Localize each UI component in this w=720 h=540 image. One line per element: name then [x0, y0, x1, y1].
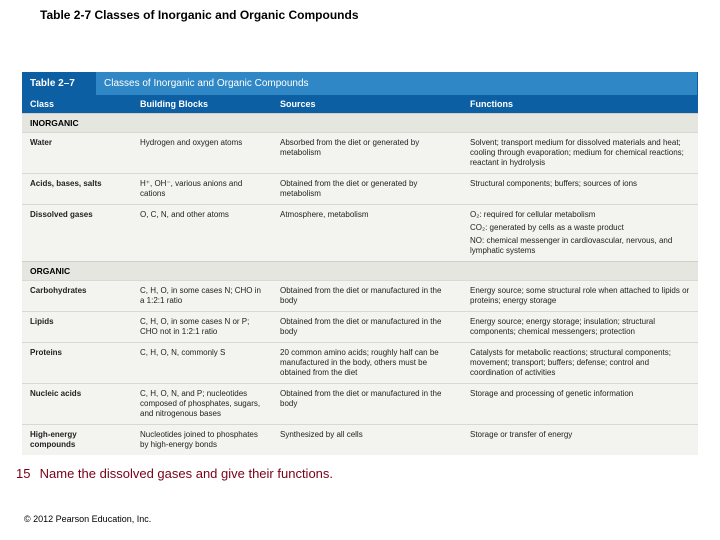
cell-blocks: C, H, O, N, and P; nucleotides composed …	[132, 384, 272, 424]
cell-functions: Energy source; energy storage; insulatio…	[462, 312, 698, 342]
cell-blocks: Hydrogen and oxygen atoms	[132, 133, 272, 173]
cell-class: Nucleic acids	[22, 384, 132, 424]
cell-blocks: C, H, O, N, commonly S	[132, 343, 272, 383]
column-headers: Class Building Blocks Sources Functions	[22, 95, 698, 113]
copyright: © 2012 Pearson Education, Inc.	[24, 514, 151, 524]
cell-class: Carbohydrates	[22, 281, 132, 311]
question-text: Name the dissolved gases and give their …	[40, 466, 333, 481]
cell-sources: Obtained from the diet or manufactured i…	[272, 281, 462, 311]
cell-functions: Storage or transfer of energy	[462, 425, 698, 455]
cell-blocks: Nucleotides joined to phosphates by high…	[132, 425, 272, 455]
col-class: Class	[22, 95, 132, 113]
cell-functions: O₂: required for cellular metabolism CO₂…	[462, 205, 698, 261]
cell-class: High-energy compounds	[22, 425, 132, 455]
cell-sources: Obtained from the diet or manufactured i…	[272, 312, 462, 342]
cell-sources: 20 common amino acids; roughly half can …	[272, 343, 462, 383]
cell-sources: Atmosphere, metabolism	[272, 205, 462, 261]
table-number: Table 2–7	[22, 72, 96, 95]
cell-blocks: C, H, O, in some cases N or P; CHO not i…	[132, 312, 272, 342]
cell-class: Water	[22, 133, 132, 173]
table-caption: Classes of Inorganic and Organic Compoun…	[96, 72, 698, 95]
col-functions: Functions	[462, 95, 698, 113]
cell-sources: Obtained from the diet or manufactured i…	[272, 384, 462, 424]
cell-sources: Absorbed from the diet or generated by m…	[272, 133, 462, 173]
cell-sources: Synthesized by all cells	[272, 425, 462, 455]
page-title: Table 2-7 Classes of Inorganic and Organ…	[40, 8, 359, 22]
table-row: Water Hydrogen and oxygen atoms Absorbed…	[22, 132, 698, 173]
cell-blocks: O, C, N, and other atoms	[132, 205, 272, 261]
question-number: 15	[16, 466, 36, 481]
table-row: Acids, bases, salts H⁺, OH⁻, various ani…	[22, 173, 698, 204]
cell-functions: Catalysts for metabolic reactions; struc…	[462, 343, 698, 383]
fn-line: NO: chemical messenger in cardiovascular…	[470, 236, 690, 256]
cell-sources: Obtained from the diet or generated by m…	[272, 174, 462, 204]
table-row: Nucleic acids C, H, O, N, and P; nucleot…	[22, 383, 698, 424]
table-row: High-energy compounds Nucleotides joined…	[22, 424, 698, 455]
fn-line: O₂: required for cellular metabolism	[470, 210, 595, 219]
cell-class: Dissolved gases	[22, 205, 132, 261]
cell-functions: Energy source; some structural role when…	[462, 281, 698, 311]
table-row: Carbohydrates C, H, O, in some cases N; …	[22, 280, 698, 311]
cell-blocks: C, H, O, in some cases N; CHO in a 1:2:1…	[132, 281, 272, 311]
table-row: Proteins C, H, O, N, commonly S 20 commo…	[22, 342, 698, 383]
cell-class: Lipids	[22, 312, 132, 342]
cell-class: Acids, bases, salts	[22, 174, 132, 204]
col-blocks: Building Blocks	[132, 95, 272, 113]
cell-class: Proteins	[22, 343, 132, 383]
question-line: 15 Name the dissolved gases and give the…	[16, 466, 333, 481]
section-organic: ORGANIC	[22, 261, 698, 280]
compounds-table: Table 2–7 Classes of Inorganic and Organ…	[22, 72, 698, 455]
cell-functions: Storage and processing of genetic inform…	[462, 384, 698, 424]
cell-functions: Solvent; transport medium for dissolved …	[462, 133, 698, 173]
section-inorganic: INORGANIC	[22, 113, 698, 132]
cell-blocks: H⁺, OH⁻, various anions and cations	[132, 174, 272, 204]
table-row: Lipids C, H, O, in some cases N or P; CH…	[22, 311, 698, 342]
cell-functions: Structural components; buffers; sources …	[462, 174, 698, 204]
col-sources: Sources	[272, 95, 462, 113]
table-title-row: Table 2–7 Classes of Inorganic and Organ…	[22, 72, 698, 95]
table-row: Dissolved gases O, C, N, and other atoms…	[22, 204, 698, 261]
fn-line: CO₂: generated by cells as a waste produ…	[470, 223, 690, 233]
